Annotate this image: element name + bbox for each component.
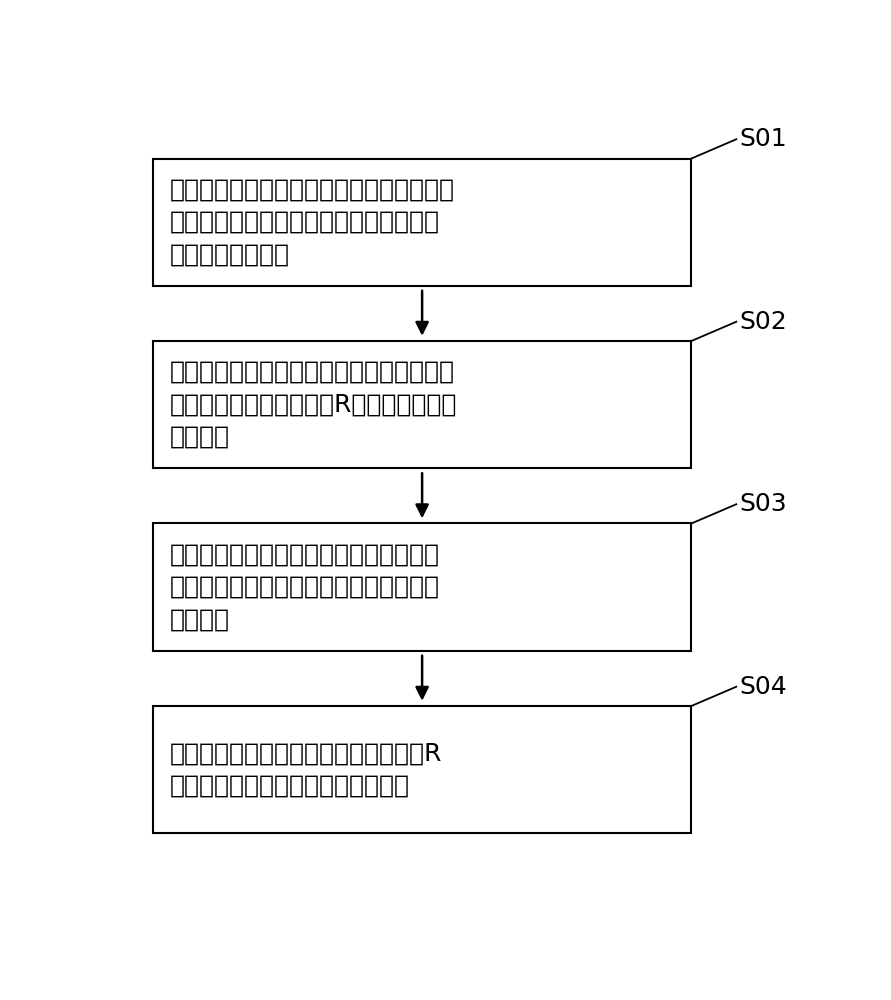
Bar xyxy=(153,158,691,286)
Bar xyxy=(153,706,691,833)
Text: 对预处理信息采用小波模极大值法检测R
波峰的位置获取心电信号中有效信息: 对预处理信息采用小波模极大值法检测R 波峰的位置获取心电信号中有效信息 xyxy=(170,741,443,798)
Text: S03: S03 xyxy=(740,492,788,516)
Bar xyxy=(153,523,691,651)
Text: 主控模块依据心电信号检测模块监测心电信
号，并结合小波函数以及R波检测算法获取
心电指标: 主控模块依据心电信号检测模块监测心电信 号，并结合小波函数以及R波检测算法获取 … xyxy=(170,360,457,449)
Text: S04: S04 xyxy=(740,675,788,699)
Text: 采用尿流率测量模块获取尿流率指标信息，
并通过小波变换算法对异常波动进行处理
后同步至主控模块: 采用尿流率测量模块获取尿流率指标信息， 并通过小波变换算法对异常波动进行处理 后… xyxy=(170,177,455,267)
Bar xyxy=(153,341,691,468)
Text: S01: S01 xyxy=(740,127,788,151)
Text: 针对尿流率指标以及心电指标信息构建非
线性小波阈值模型去除高频噪声，获取预
处理信息: 针对尿流率指标以及心电指标信息构建非 线性小波阈值模型去除高频噪声，获取预 处理… xyxy=(170,542,440,632)
Text: S02: S02 xyxy=(740,310,788,334)
